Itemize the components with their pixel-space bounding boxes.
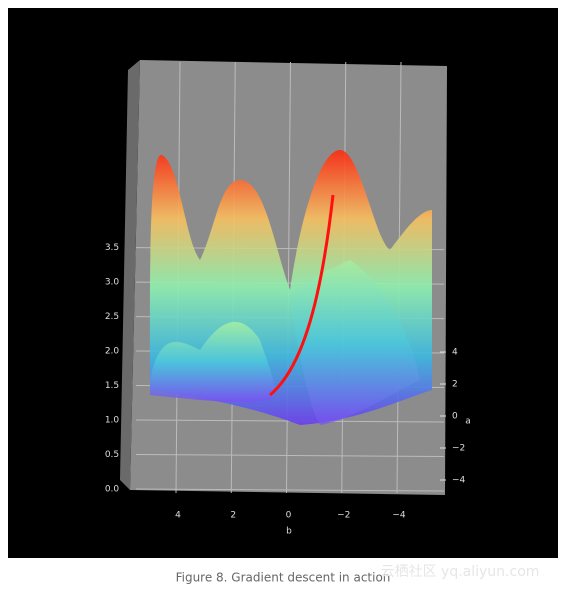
watermark: 云栖社区 yq.aliyun.com	[381, 564, 540, 580]
x-tick-label: 0	[286, 511, 292, 521]
y-axis-label: a	[465, 417, 471, 427]
z-tick-label: 2.0	[105, 347, 120, 357]
y-tick-label: 0	[452, 412, 458, 422]
z-tick-label: 1.0	[105, 416, 120, 426]
x-tick-label: 4	[175, 511, 181, 521]
caption: Figure 8. Gradient descent in action	[176, 571, 391, 585]
grid-line	[135, 454, 445, 458]
surface-fold	[290, 260, 420, 425]
z-tick-label: 2.5	[105, 312, 119, 322]
z-tick-label: 1.5	[105, 381, 119, 391]
y-tick-label: −4	[452, 476, 466, 486]
z-tick-label: 0.5	[105, 450, 119, 460]
x-tick-label: −4	[392, 511, 406, 521]
z-tick-label: 0.0	[105, 485, 120, 495]
surface	[149, 150, 432, 425]
x-tick-label: 2	[230, 511, 236, 521]
side-pane	[120, 60, 140, 490]
x-axis-label: b	[286, 527, 292, 537]
descent-path	[269, 194, 335, 397]
z-tick-label: 3.0	[105, 278, 120, 288]
y-tick-label: −2	[452, 444, 465, 454]
y-tick-label: 4	[452, 348, 458, 358]
x-tick-label: −2	[337, 511, 350, 521]
y-tick-label: 2	[452, 380, 458, 390]
z-tick-label: 3.5	[105, 243, 119, 253]
grid-line	[135, 488, 445, 492]
grid-line	[286, 61, 291, 494]
surface-fold	[150, 321, 275, 403]
